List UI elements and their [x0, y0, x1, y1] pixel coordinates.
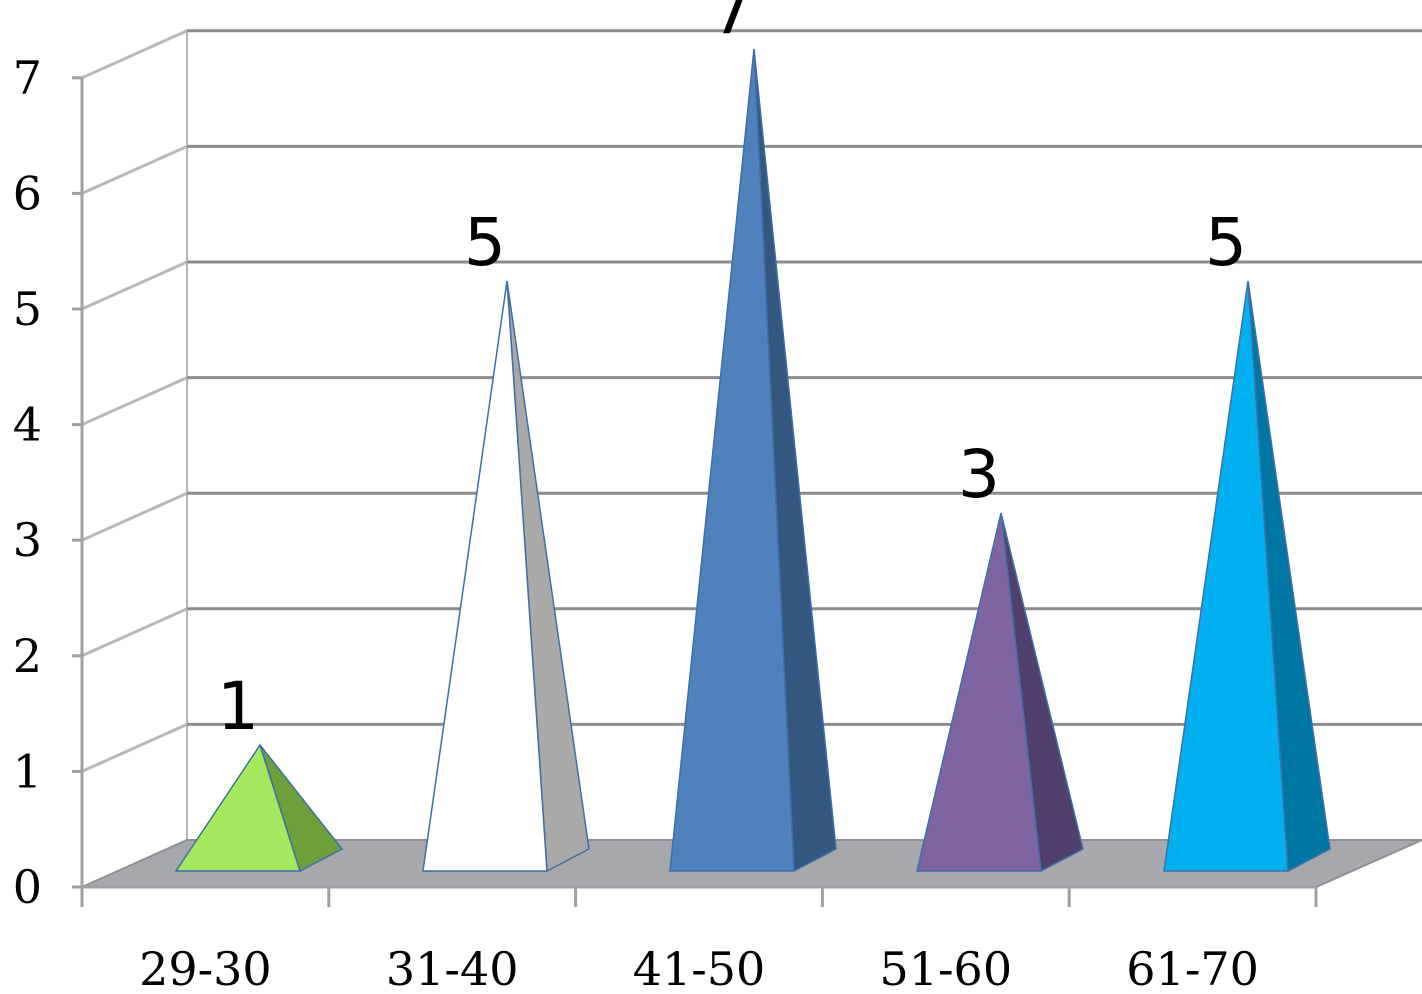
x-category-label: 29-30 [139, 942, 272, 994]
gridline-side [81, 607, 188, 658]
y-tick-label: 4 [13, 398, 42, 452]
pyramid-front-face [916, 512, 1042, 872]
pyramid-bar [916, 512, 1084, 873]
y-tick-label: 7 [13, 51, 42, 105]
y-axis-tick-labels: 0 1 2 3 4 5 6 7 [13, 51, 42, 914]
pyramid-bar [422, 280, 590, 873]
gridline-side [81, 260, 188, 311]
x-category-label: 51-60 [879, 942, 1012, 994]
x-category-label: 31-40 [386, 942, 519, 994]
y-tick-label: 2 [13, 629, 42, 683]
data-labels: 1 5 7 3 5 [217, 0, 1247, 745]
gridline-side [81, 723, 188, 773]
x-category-label: 41-50 [633, 942, 766, 994]
data-label: 3 [958, 436, 1000, 513]
pyramid-front-face [669, 48, 795, 872]
y-tick-label: 0 [13, 860, 42, 914]
y-tick-label: 1 [13, 744, 42, 798]
x-category-label: 61-70 [1126, 942, 1259, 994]
y-tick-label: 5 [13, 282, 42, 336]
pyramid-bar [1163, 280, 1331, 873]
data-label: 7 [711, 0, 753, 49]
gridline-side [81, 376, 188, 426]
gridline-side [81, 145, 188, 195]
pyramid-bar [669, 48, 837, 873]
axes [72, 76, 1318, 907]
data-label: 1 [217, 668, 259, 745]
data-label: 5 [464, 204, 506, 281]
y-tick-label: 3 [13, 513, 42, 567]
pyramid-front-face [1163, 280, 1289, 872]
pyramid-bar [174, 743, 344, 873]
pyramid-front-face [174, 743, 302, 872]
x-axis-category-labels: 29-30 31-40 41-50 51-60 61-70 [139, 942, 1259, 994]
pyramid-front-face [422, 280, 548, 872]
gridline-side [81, 29, 188, 80]
data-label: 5 [1205, 204, 1247, 281]
gridline-side [81, 491, 188, 542]
y-tick-label: 6 [13, 166, 42, 220]
pyramid-bars [174, 48, 1331, 873]
